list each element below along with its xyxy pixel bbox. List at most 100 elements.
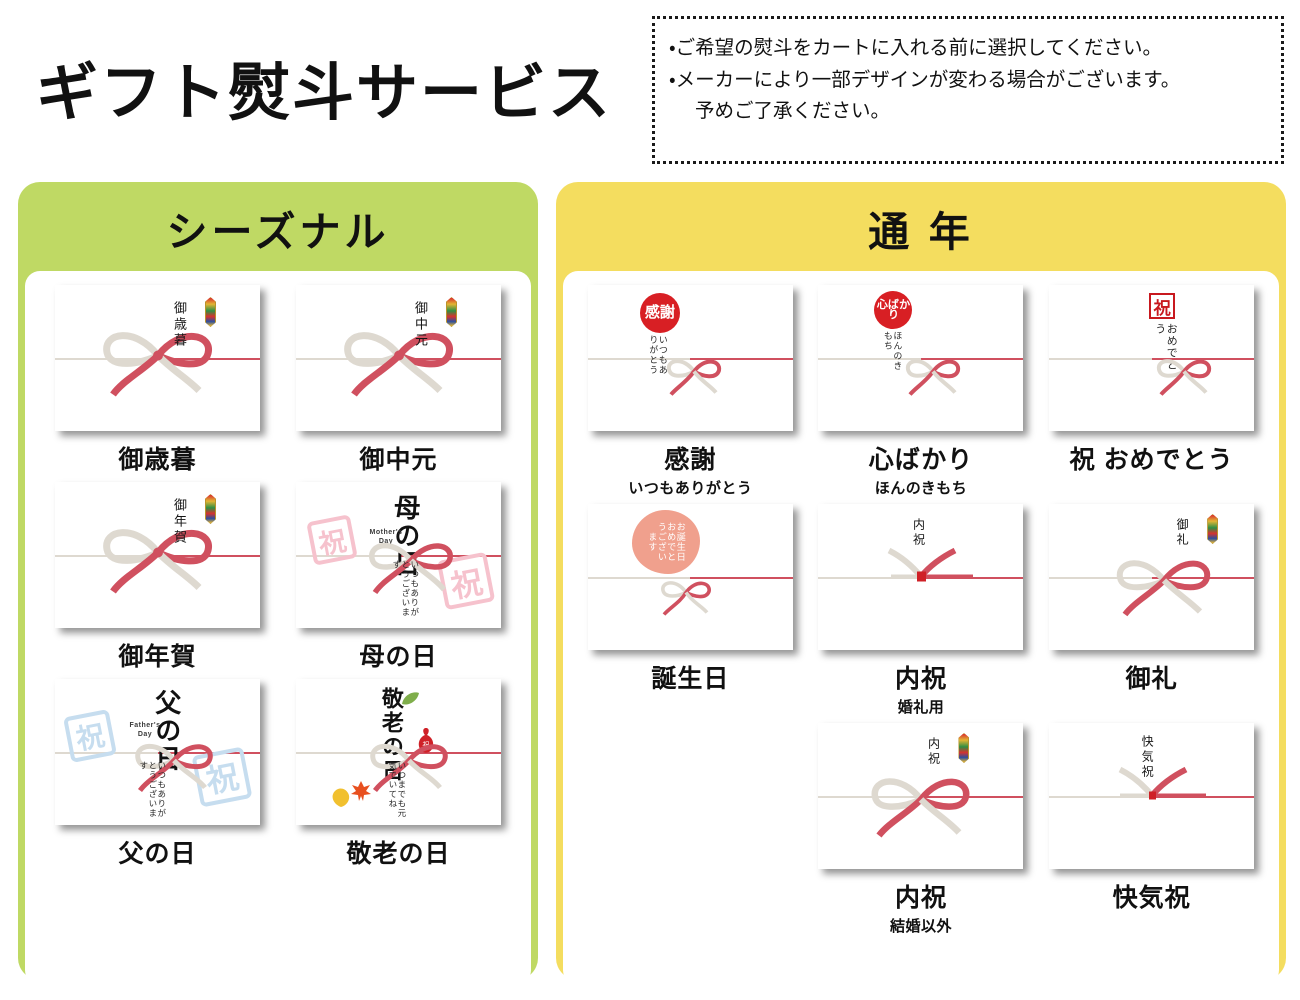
noshi-card[interactable]: 敬老の日 祝 bbox=[296, 679, 501, 825]
noshi-label: 快気祝 bbox=[1140, 735, 1155, 780]
item-subcaption: 婚礼用 bbox=[897, 699, 945, 716]
noshi-ornament-icon bbox=[205, 297, 216, 327]
panel-yearround: 通 年 感謝 いつもありがとう bbox=[556, 182, 1286, 985]
noshi-card[interactable]: お誕生日おめでとうございます bbox=[587, 504, 793, 650]
item-caption: 御礼 bbox=[1125, 665, 1178, 693]
noshi-card[interactable]: 御歳暮 bbox=[55, 285, 260, 431]
yearround-grid: 感謝 いつもありがとう 感謝 いつもありがとう bbox=[575, 285, 1267, 942]
noshi-item-ochugen[interactable]: 御中元 御中元 bbox=[278, 285, 519, 476]
brush-message: いつまでも元気でいてね bbox=[387, 761, 407, 818]
noshi-card[interactable]: 御中元 bbox=[296, 285, 501, 431]
mizuhiki-line bbox=[1049, 358, 1255, 360]
item-caption: 感謝 bbox=[664, 446, 717, 474]
bow-icon bbox=[655, 572, 717, 623]
brush-message: いつもありがとう bbox=[648, 335, 668, 375]
item-caption: 祝 おめでとう bbox=[1069, 446, 1234, 474]
kokorobakari-seal-icon: 心ばかり bbox=[874, 291, 913, 329]
noshi-item-kansha[interactable]: 感謝 いつもありがとう 感謝 いつもありがとう bbox=[575, 285, 806, 498]
bow-icon bbox=[900, 349, 966, 402]
noshi-card[interactable]: 内祝 bbox=[818, 723, 1024, 869]
mizuhiki-line bbox=[818, 796, 1024, 798]
noshi-ornament-icon bbox=[446, 297, 457, 327]
noshi-item-oseibo[interactable]: 御歳暮 御歳暮 bbox=[37, 285, 278, 476]
noshi-card[interactable]: 内祝 bbox=[818, 504, 1024, 650]
iwai-seal-icon: 祝 bbox=[1149, 293, 1176, 319]
bow-icon bbox=[863, 759, 979, 844]
noshi-item-uchiiwai-other[interactable]: 内祝 内祝 結婚以外 bbox=[806, 723, 1037, 936]
noshi-card[interactable]: 心ばかり ほんのきもち bbox=[818, 285, 1024, 431]
noshi-item-kaikiiwai[interactable]: 快気祝 快気祝 bbox=[1036, 723, 1267, 936]
noshi-item-onenga[interactable]: 御年賀 御年賀 bbox=[37, 482, 278, 673]
maple-leaf-icon bbox=[350, 780, 372, 807]
noshi-label: 内祝 bbox=[911, 518, 926, 548]
mizuhiki-line bbox=[587, 577, 793, 579]
noshi-card[interactable]: 祝 おめでとう bbox=[1049, 285, 1255, 431]
bow-icon bbox=[95, 510, 221, 601]
bow-icon bbox=[336, 313, 462, 404]
item-caption: 御年賀 bbox=[118, 643, 197, 671]
notice-line-2: ・メーカーにより一部デザインが変わる場合がございます。 bbox=[669, 68, 1181, 91]
noshi-item-tanjoubi[interactable]: お誕生日おめでとうございます 誕生日 bbox=[575, 504, 806, 717]
noshi-ornament-icon bbox=[958, 733, 970, 763]
noshi-label: 御礼 bbox=[1175, 518, 1190, 548]
item-caption: 御中元 bbox=[359, 446, 438, 474]
brush-message: ほんのきもち bbox=[882, 331, 903, 371]
bow-icon bbox=[361, 728, 457, 799]
birthday-seal-icon: お誕生日おめでとうございます bbox=[631, 510, 700, 574]
noshi-card[interactable]: 祝 祝 母の日 Mother's Day いつもありがとうございます bbox=[296, 482, 501, 628]
shuku-stamp-icon: 祝 bbox=[63, 709, 117, 763]
item-caption: 母の日 bbox=[359, 643, 438, 671]
svg-text:祝: 祝 bbox=[423, 740, 430, 749]
noshi-label: 御中元 bbox=[413, 301, 428, 349]
brush-message: いつもありがとうございます bbox=[138, 761, 167, 818]
notice-box: ・ご希望の熨斗をカートに入れる前に選択してください。 ・メーカーにより一部デザイ… bbox=[652, 16, 1284, 164]
notice-line-1: ・ご希望の熨斗をカートに入れる前に選択してください。 bbox=[669, 37, 1162, 59]
bow-icon bbox=[361, 526, 461, 601]
noshi-label: 内祝 bbox=[926, 737, 941, 767]
noshi-card[interactable]: 感謝 いつもありがとう bbox=[587, 285, 793, 431]
bow-icon bbox=[1151, 349, 1217, 402]
latin-label: Mother's Day bbox=[369, 529, 403, 546]
mizuhiki-line bbox=[587, 358, 793, 360]
noshi-item-orei[interactable]: 御礼 御礼 bbox=[1036, 504, 1267, 717]
noshi-card[interactable]: 御年賀 bbox=[55, 482, 260, 628]
item-caption: 父の日 bbox=[118, 840, 197, 868]
bow-icon bbox=[95, 313, 221, 404]
noshi-item-chichinohi[interactable]: 祝 祝 父の日 Father's Day いつもありがとうございます bbox=[37, 679, 278, 870]
noshi-item-kokorobakari[interactable]: 心ばかり ほんのきもち 心ばかり ほんのきもち bbox=[806, 285, 1037, 498]
kansha-seal-icon: 感謝 bbox=[639, 293, 680, 333]
panel-seasonal-body: 御歳暮 御歳暮 bbox=[25, 271, 531, 985]
green-leaf-icon bbox=[400, 691, 420, 712]
item-caption: 誕生日 bbox=[651, 665, 730, 693]
noshi-card[interactable]: 祝 祝 父の日 Father's Day いつもありがとうございます bbox=[55, 679, 260, 825]
page-title: ギフト熨斗サービス bbox=[36, 59, 613, 128]
bow-icon bbox=[1109, 542, 1219, 623]
noshi-item-iwai-omedetou[interactable]: 祝 おめでとう 祝 おめでとう bbox=[1036, 285, 1267, 498]
musubikiri-knot-icon bbox=[1094, 764, 1210, 829]
ginkgo-leaf-icon bbox=[330, 788, 352, 813]
item-subcaption: 結婚以外 bbox=[889, 918, 952, 935]
noshi-item-keironohi[interactable]: 敬老の日 祝 bbox=[278, 679, 519, 870]
panel-yearround-header: 通 年 bbox=[868, 209, 974, 255]
mizuhiki-line bbox=[296, 752, 501, 754]
noshi-card[interactable]: 快気祝 bbox=[1049, 723, 1255, 869]
seasonal-grid: 御歳暮 御歳暮 bbox=[37, 285, 519, 876]
noshi-item-uchiiwai-konrei[interactable]: 内祝 内祝 婚礼用 bbox=[806, 504, 1037, 717]
bow-icon bbox=[127, 728, 221, 799]
panel-yearround-body: 感謝 いつもありがとう 感謝 いつもありがとう bbox=[563, 271, 1279, 985]
bow-icon bbox=[661, 349, 727, 402]
item-caption: 御歳暮 bbox=[118, 446, 197, 474]
item-subcaption: ほんのきもち bbox=[874, 480, 968, 497]
item-subcaption: いつもありがとう bbox=[628, 480, 753, 497]
item-caption: 内祝 bbox=[894, 884, 947, 912]
noshi-ornament-icon bbox=[1207, 514, 1219, 544]
noshi-card[interactable]: 御礼 bbox=[1049, 504, 1255, 650]
noshi-label: 御年賀 bbox=[172, 498, 187, 546]
item-caption: 内祝 bbox=[894, 665, 947, 693]
notice-line-3: 予めご了承ください。 bbox=[695, 100, 891, 123]
noshi-ornament-icon bbox=[205, 494, 216, 524]
noshi-item-hahanohi[interactable]: 祝 祝 母の日 Mother's Day いつもありがとうございます bbox=[278, 482, 519, 673]
item-caption: 敬老の日 bbox=[346, 840, 451, 868]
item-caption: 快気祝 bbox=[1112, 884, 1191, 912]
noshi-label: 御歳暮 bbox=[172, 301, 187, 349]
